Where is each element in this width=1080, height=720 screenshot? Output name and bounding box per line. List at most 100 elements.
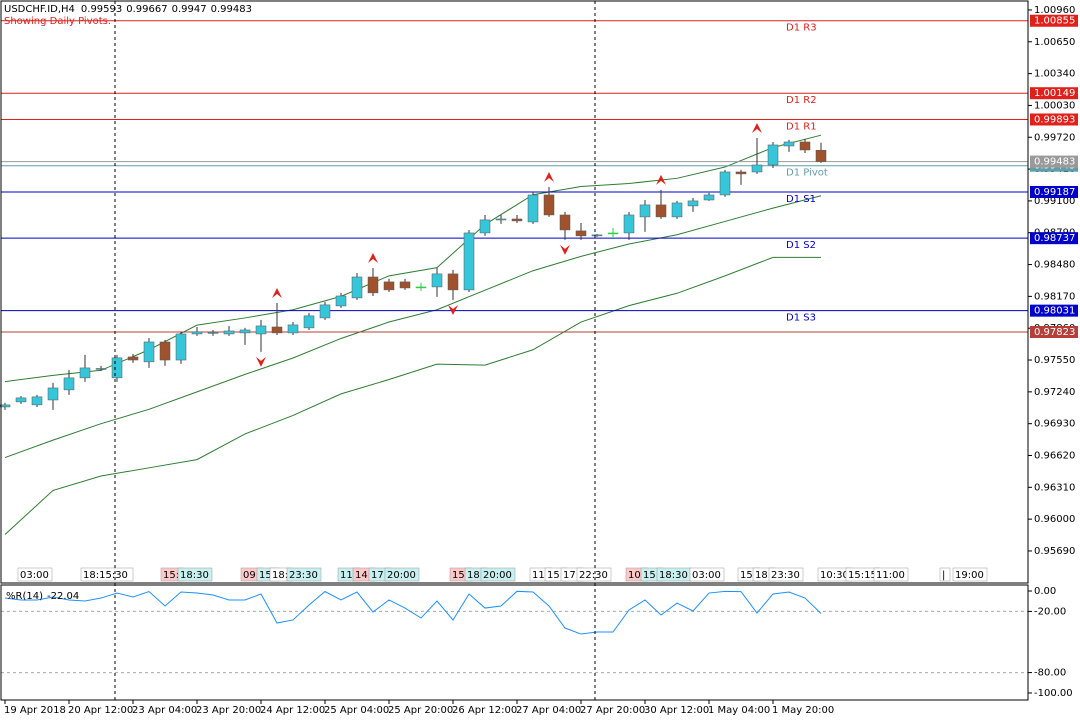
main-frame bbox=[0, 0, 1029, 584]
session-label: 15: bbox=[163, 570, 179, 581]
oscillator-frame bbox=[0, 584, 1029, 701]
session-box bbox=[480, 567, 516, 582]
level-price-box bbox=[1030, 232, 1078, 245]
candle-body bbox=[703, 194, 715, 201]
y-tick-label: -100.00 bbox=[1034, 688, 1073, 699]
candle-body bbox=[319, 304, 331, 319]
oscillator-line bbox=[4, 590, 822, 635]
session-label: 18: bbox=[467, 570, 483, 581]
fractal-down bbox=[256, 356, 266, 367]
candle-body bbox=[223, 330, 235, 335]
y-tick-label: 0.96930 bbox=[1034, 419, 1075, 430]
level-price-box bbox=[1030, 304, 1078, 317]
candle-body bbox=[671, 202, 683, 218]
y-tick-label: -20.00 bbox=[1034, 606, 1066, 617]
level-price-label: 0.99187 bbox=[1034, 187, 1075, 198]
y-tick-label: 0.95690 bbox=[1034, 546, 1075, 557]
candle-body bbox=[255, 325, 267, 335]
session-label: 23:30 bbox=[289, 570, 318, 581]
pivot-name: D1 R2 bbox=[786, 95, 817, 106]
x-tick-label: 25 Apr 20:00 bbox=[388, 705, 453, 716]
candle-body bbox=[271, 326, 283, 334]
fractal-up bbox=[544, 171, 554, 182]
candle-body bbox=[63, 377, 75, 391]
y-tick-label: 1.00650 bbox=[1034, 37, 1075, 48]
candle-body bbox=[111, 357, 123, 379]
session-label: 15: bbox=[740, 570, 756, 581]
session-box bbox=[952, 567, 988, 582]
pivot-name: D1 R3 bbox=[786, 23, 817, 34]
candle-body bbox=[79, 367, 91, 379]
session-label: 14: bbox=[355, 570, 371, 581]
pivot-name: D1 S1 bbox=[786, 194, 816, 205]
subtitle: Showing Daily Pivots. bbox=[4, 16, 111, 27]
session-box bbox=[576, 567, 612, 582]
x-tick-label: 27 Apr 04:00 bbox=[516, 705, 581, 716]
pivot-name: D1 Pivot bbox=[786, 168, 828, 179]
session-label: 03:00 bbox=[692, 570, 721, 581]
level-price-box bbox=[1030, 87, 1078, 100]
candle-body bbox=[31, 396, 43, 406]
candle-body bbox=[0, 404, 11, 408]
session-label: 18: bbox=[272, 570, 288, 581]
x-tick-label: 27 Apr 20:00 bbox=[580, 705, 645, 716]
session-label: 11: bbox=[340, 570, 356, 581]
y-tick-label: 0.97550 bbox=[1034, 355, 1075, 366]
candle-body bbox=[735, 171, 747, 175]
candle-body bbox=[15, 397, 27, 403]
header-close: 0.99483 bbox=[211, 4, 252, 15]
fractal-down bbox=[560, 244, 570, 255]
candle-body bbox=[639, 204, 651, 218]
session-box bbox=[689, 567, 725, 582]
level-price-label: 1.00149 bbox=[1034, 88, 1075, 99]
candle-body bbox=[495, 218, 507, 221]
session-box bbox=[17, 567, 53, 582]
session-label: 15: bbox=[547, 570, 563, 581]
header-low: 0.9947 bbox=[172, 4, 207, 15]
y-tick-label: 0.97240 bbox=[1034, 387, 1075, 398]
y-tick-label: 0.98170 bbox=[1034, 291, 1075, 302]
y-tick-label: 0.99100 bbox=[1034, 196, 1075, 207]
oscillator-value: -22.04 bbox=[47, 591, 79, 602]
y-tick-label: 0.98480 bbox=[1034, 260, 1075, 271]
candle-body bbox=[399, 281, 411, 289]
level-price-box bbox=[1030, 325, 1078, 338]
band-line bbox=[4, 195, 822, 459]
fractal-up bbox=[656, 174, 666, 185]
x-tick-label: 23 Apr 20:00 bbox=[196, 705, 261, 716]
x-tick-label: 25 Apr 04:00 bbox=[324, 705, 389, 716]
chart-header: USDCHF.ID,H4 0.99593 0.99667 0.9947 0.99483 bbox=[4, 4, 252, 15]
session-label: 17: bbox=[371, 570, 387, 581]
candle-body bbox=[607, 232, 619, 235]
session-box bbox=[286, 567, 322, 582]
session-label: 10:30 bbox=[820, 570, 849, 581]
session-label: 19:00 bbox=[955, 570, 984, 581]
oscillator-name: %R(14) bbox=[6, 591, 43, 602]
session-label: 18: bbox=[755, 570, 771, 581]
candle-body bbox=[159, 341, 171, 361]
level-price-label: 0.98737 bbox=[1034, 233, 1075, 244]
candle-body bbox=[687, 200, 699, 207]
candle-body bbox=[511, 218, 523, 222]
candle-body bbox=[799, 141, 811, 151]
candle-body bbox=[527, 194, 539, 223]
y-tick-label: 1.00030 bbox=[1034, 100, 1075, 111]
candle-body bbox=[207, 332, 219, 334]
candle-body bbox=[127, 356, 139, 361]
session-label: 11: bbox=[532, 570, 548, 581]
band-line bbox=[4, 134, 822, 383]
pivot-name: D1 R1 bbox=[786, 121, 817, 132]
session-label: | bbox=[942, 570, 945, 581]
pivot-name: D1 S2 bbox=[786, 240, 816, 251]
header-open: 0.99593 bbox=[81, 4, 122, 15]
session-box bbox=[177, 567, 213, 582]
candle-body bbox=[815, 150, 827, 162]
y-tick-label: 0.96310 bbox=[1034, 482, 1075, 493]
candle-body bbox=[575, 230, 587, 237]
oscillator-title: %R(14) -22.04 bbox=[6, 591, 79, 602]
candle-body bbox=[767, 144, 779, 166]
candle-body bbox=[191, 331, 203, 335]
fractal-up bbox=[272, 287, 282, 298]
candle-body bbox=[303, 315, 315, 329]
